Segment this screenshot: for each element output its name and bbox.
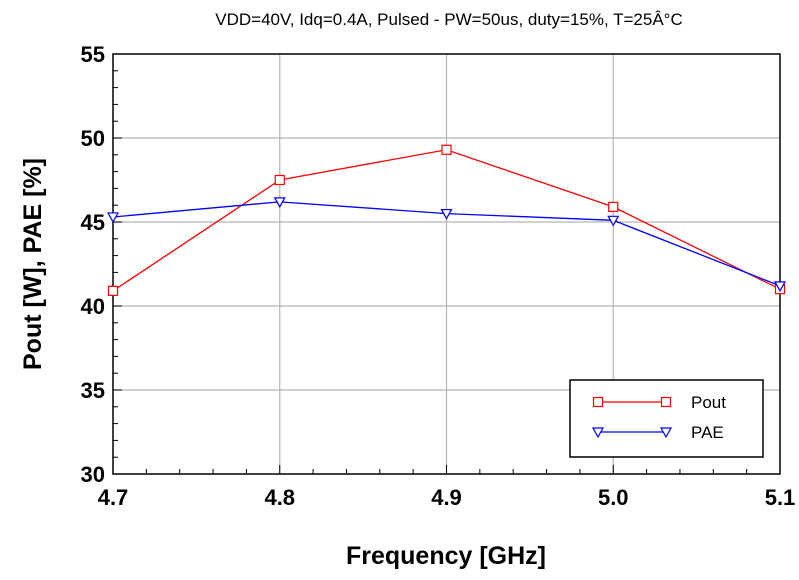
data-point [106, 212, 120, 224]
plot-frame [112, 53, 781, 475]
data-point [607, 215, 620, 227]
x-tick-label: 5.1 [765, 485, 796, 510]
y-tick-label: 50 [81, 126, 105, 151]
legend-label: Pout [691, 393, 726, 412]
grid [113, 54, 780, 474]
data-point [773, 281, 787, 293]
y-tick-label: 55 [81, 42, 105, 67]
y-tick-label: 30 [81, 462, 105, 487]
x-axis-label: Frequency [GHz] [346, 542, 546, 570]
data-point [107, 285, 119, 296]
legend-box [569, 379, 764, 458]
data-point [273, 197, 286, 209]
data-point [441, 144, 452, 155]
y-tick-labels: 30 35 40 45 50 55 [81, 42, 105, 487]
legend-item-pout: Pout [592, 393, 726, 412]
data-point [660, 396, 672, 408]
series-pae [106, 197, 787, 293]
legend-item-pae: PAE [591, 423, 724, 442]
x-tick-label: 4.8 [264, 485, 295, 510]
y-tick-label: 40 [81, 294, 105, 319]
legend-label: PAE [691, 423, 724, 442]
data-point [591, 427, 605, 439]
x-tick-label: 4.7 [98, 485, 129, 510]
data-point [659, 427, 673, 439]
data-point [440, 209, 453, 220]
y-tick-label: 45 [81, 210, 105, 235]
data-point [274, 174, 285, 186]
x-tick-label: 4.9 [431, 485, 462, 510]
y-tick-label: 35 [81, 378, 105, 403]
x-tick-labels: 4.7 4.8 4.9 5.0 5.1 [98, 485, 796, 510]
chart-title: VDD=40V, Idq=0.4A, Pulsed - PW=50us, dut… [215, 10, 683, 29]
data-point [592, 396, 604, 408]
series-layer [106, 144, 787, 296]
y-axis-label: Pout [W], PAE [%] [19, 158, 47, 370]
legend: Pout PAE [569, 379, 764, 458]
x-tick-label: 5.0 [598, 485, 629, 510]
data-point [608, 201, 619, 212]
